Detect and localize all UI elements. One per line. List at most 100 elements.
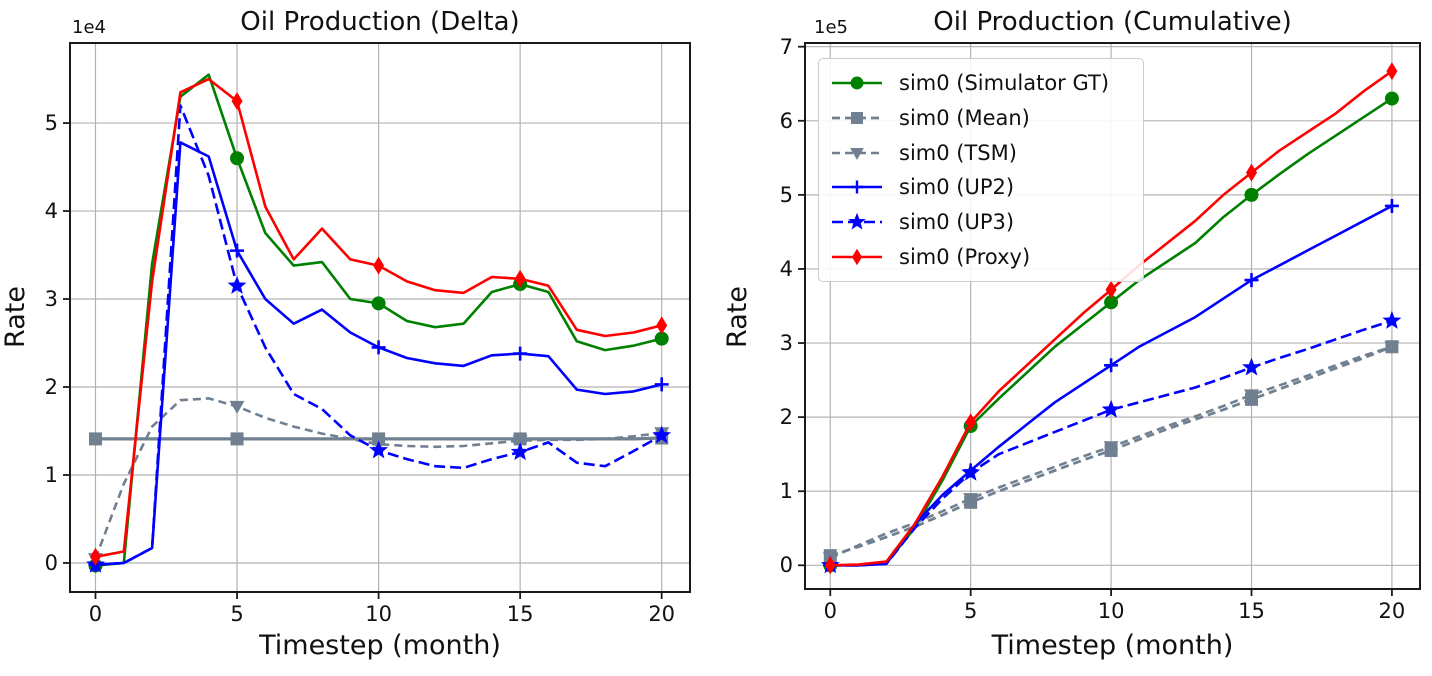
y-tick-label: 7 — [779, 34, 793, 59]
series-line-sim0-up3- — [830, 319, 1393, 567]
star-marker — [961, 462, 981, 481]
y-tick-label: 0 — [779, 553, 793, 578]
legend-swatch — [832, 180, 882, 194]
cumulative-chart-title: Oil Production (Cumulative) — [933, 7, 1292, 37]
legend-swatch — [832, 76, 882, 90]
y-tick-label: 3 — [44, 287, 58, 312]
diamond-marker — [656, 316, 668, 335]
square-marker — [851, 112, 863, 124]
legend-item: sim0 (UP3) — [829, 205, 1133, 240]
y-tick-label: 5 — [779, 182, 793, 207]
star-marker — [652, 425, 672, 444]
star-marker — [848, 212, 866, 230]
plus-marker — [1244, 273, 1259, 288]
series-line-sim0-tsm- — [94, 397, 662, 560]
legend-item: sim0 (Proxy) — [829, 239, 1133, 274]
circle-marker — [654, 331, 669, 346]
diamond-marker — [1386, 62, 1398, 81]
axes-frame — [804, 42, 1421, 590]
diamond-marker — [965, 413, 977, 432]
x-tick-label: 10 — [365, 602, 392, 626]
triangle-down-marker — [512, 435, 528, 449]
legend-item: sim0 (Mean) — [829, 101, 1133, 136]
plus-marker — [850, 180, 864, 194]
circle-marker — [371, 296, 386, 311]
cumulative-axis-offset-text: 1e5 — [814, 17, 848, 38]
diamond-marker — [231, 92, 243, 111]
y-tick-label: 2 — [779, 405, 793, 430]
plus-marker — [371, 340, 386, 355]
x-tick-label: 5 — [230, 602, 244, 626]
plus-marker — [1384, 198, 1399, 213]
diamond-marker — [89, 547, 101, 566]
delta-x-axis-label: Timestep (month) — [259, 630, 501, 661]
triangle-down-marker — [850, 147, 864, 160]
diamond-marker — [514, 269, 526, 288]
y-tick-label: 4 — [779, 256, 793, 281]
y-tick-label: 6 — [779, 108, 793, 133]
diamond-marker — [373, 256, 385, 275]
delta-axis-offset-text: 1e4 — [72, 17, 106, 38]
y-tick-label: 0 — [44, 550, 58, 575]
x-tick-label: 15 — [1238, 599, 1265, 623]
cumulative-x-axis-label: Timestep (month) — [991, 630, 1234, 661]
y-tick-label: 3 — [779, 331, 793, 356]
circle-marker — [1104, 295, 1119, 310]
legend-item: sim0 (UP2) — [829, 170, 1133, 205]
y-tick-label: 1 — [779, 479, 793, 504]
x-tick-label: 10 — [1097, 599, 1125, 623]
legend-label: sim0 (Simulator GT) — [899, 71, 1110, 96]
diamond-marker — [824, 556, 836, 575]
legend-label: sim0 (Mean) — [899, 106, 1030, 130]
legend-item: sim0 (Simulator GT) — [829, 66, 1133, 101]
delta-y-axis-label: Rate — [0, 286, 31, 348]
circle-marker — [230, 151, 245, 166]
star-marker — [1382, 310, 1402, 329]
diamond-marker — [1246, 163, 1258, 182]
legend-swatch — [832, 147, 882, 160]
star-marker — [1242, 357, 1261, 376]
diamond-marker — [851, 248, 863, 265]
legend-swatch — [832, 248, 882, 265]
triangle-down-marker — [1244, 389, 1260, 403]
x-tick-label: 0 — [88, 602, 103, 626]
legend-label: sim0 (UP3) — [899, 210, 1015, 235]
circle-marker — [1384, 91, 1399, 106]
x-tick-label: 5 — [963, 599, 978, 623]
star-marker — [1101, 399, 1121, 418]
x-tick-label: 20 — [648, 602, 676, 626]
triangle-down-marker — [1103, 441, 1119, 455]
x-tick-label: 20 — [1378, 599, 1406, 623]
star-marker — [227, 275, 247, 294]
plus-marker — [1104, 358, 1119, 373]
plus-marker — [230, 243, 245, 258]
square-marker — [230, 432, 244, 446]
star-marker — [510, 442, 530, 461]
y-tick-label: 1 — [44, 462, 58, 487]
triangle-down-marker — [963, 493, 979, 507]
diamond-marker — [1105, 280, 1117, 299]
star-marker — [369, 440, 389, 459]
circle-marker — [850, 76, 864, 90]
cumulative-chart-axes — [798, 42, 1421, 596]
plus-marker — [513, 346, 528, 361]
delta-chart-title: Oil Production (Delta) — [240, 7, 520, 37]
x-tick-label: 0 — [823, 599, 837, 623]
y-tick-label: 4 — [44, 199, 58, 224]
legend-label: sim0 (Proxy) — [899, 244, 1031, 269]
y-tick-label: 5 — [44, 111, 58, 136]
circle-marker — [1244, 187, 1259, 202]
legend: sim0 (Simulator GT) sim0 (Mean) sim0 (TSM)… — [818, 58, 1144, 282]
axes-frame — [69, 42, 691, 593]
plus-marker — [654, 377, 669, 392]
legend-label: sim0 (UP2) — [899, 175, 1015, 200]
square-marker — [88, 432, 102, 446]
legend-swatch — [832, 212, 882, 230]
legend-swatch — [832, 112, 882, 124]
x-tick-label: 15 — [506, 602, 534, 626]
delta-chart-axes — [63, 42, 691, 599]
y-tick-label: 2 — [44, 375, 58, 399]
triangle-down-marker — [229, 400, 245, 414]
